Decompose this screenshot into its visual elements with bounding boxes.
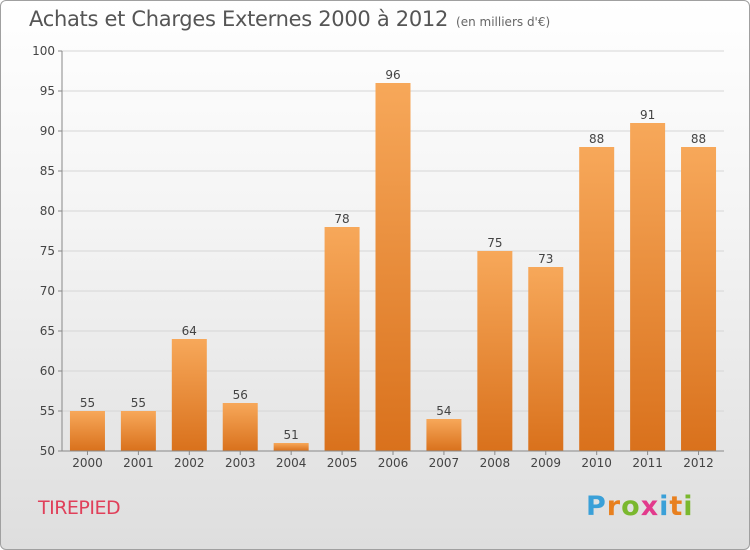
x-tick-label-2008: 2008 bbox=[480, 456, 511, 470]
logo-letter: x bbox=[640, 491, 660, 522]
x-tick-label-2004: 2004 bbox=[276, 456, 307, 470]
axes: 50 55 60 65 70 75 80 85 90 95 100 2000 2001 2002 2003 2… bbox=[32, 44, 724, 470]
y-tick-label-95: 95 bbox=[40, 84, 55, 98]
x-tick-label-2007: 2007 bbox=[429, 456, 460, 470]
y-tick-label-100: 100 bbox=[32, 44, 55, 58]
value-label-2005: 78 bbox=[334, 212, 349, 226]
commune-name: TIREPIED bbox=[38, 497, 121, 519]
bar-2009 bbox=[528, 267, 564, 451]
y-tick-label-65: 65 bbox=[40, 324, 55, 338]
value-label-2001: 55 bbox=[131, 396, 146, 410]
value-label-2003: 56 bbox=[233, 388, 248, 402]
bar-2003 bbox=[222, 403, 258, 451]
y-tick-label-75: 75 bbox=[40, 244, 55, 258]
value-label-2006: 96 bbox=[385, 68, 400, 82]
bar-2004 bbox=[273, 443, 309, 451]
y-tick-label-70: 70 bbox=[40, 284, 55, 298]
y-tick-label-55: 55 bbox=[40, 404, 55, 418]
y-tick-label-60: 60 bbox=[40, 364, 55, 378]
logo-letter: o bbox=[621, 491, 641, 522]
x-tick-label-2000: 2000 bbox=[72, 456, 103, 470]
value-label-2010: 88 bbox=[589, 132, 604, 146]
proxiti-logo[interactable]: Proxiti bbox=[586, 491, 694, 522]
chart-subtitle: (en milliers d'€) bbox=[456, 15, 551, 29]
bar-2006 bbox=[375, 83, 411, 451]
y-tick-label-80: 80 bbox=[40, 204, 55, 218]
x-tick-label-2011: 2011 bbox=[632, 456, 663, 470]
chart-title-text: Achats et Charges Externes 2000 à 2012 bbox=[29, 7, 449, 31]
y-tick-label-85: 85 bbox=[40, 164, 55, 178]
logo-letter: t bbox=[669, 491, 684, 522]
bar-2010 bbox=[579, 147, 615, 451]
logo-letter: i bbox=[659, 491, 670, 522]
value-label-2012: 88 bbox=[691, 132, 706, 146]
x-tick-label-2009: 2009 bbox=[530, 456, 561, 470]
x-tick-label-2010: 2010 bbox=[581, 456, 612, 470]
bar-2001 bbox=[120, 411, 156, 451]
value-label-2011: 91 bbox=[640, 108, 655, 122]
bar-2012 bbox=[681, 147, 717, 451]
value-label-2007: 54 bbox=[436, 404, 451, 418]
logo-letter: r bbox=[606, 491, 622, 522]
x-tick-label-2006: 2006 bbox=[378, 456, 409, 470]
value-label-2004: 51 bbox=[284, 428, 299, 442]
bar-2005 bbox=[324, 227, 360, 451]
value-label-2002: 64 bbox=[182, 324, 197, 338]
chart-title: Achats et Charges Externes 2000 à 2012 (e… bbox=[29, 7, 550, 31]
bar-2000 bbox=[69, 411, 105, 451]
bars: 55 55 64 56 51 78 96 54 75 73 88 91 88 bbox=[69, 68, 717, 451]
x-tick-label-2005: 2005 bbox=[327, 456, 358, 470]
bar-2002 bbox=[171, 339, 207, 451]
logo-letter: i bbox=[683, 491, 694, 522]
logo-letter: P bbox=[586, 491, 607, 522]
value-label-2009: 73 bbox=[538, 252, 553, 266]
bar-2007 bbox=[426, 419, 462, 451]
value-label-2000: 55 bbox=[80, 396, 95, 410]
x-tick-label-2002: 2002 bbox=[174, 456, 205, 470]
x-tick-label-2001: 2001 bbox=[123, 456, 154, 470]
x-tick-label-2012: 2012 bbox=[683, 456, 714, 470]
bar-2011 bbox=[630, 123, 666, 451]
value-label-2008: 75 bbox=[487, 236, 502, 250]
bar-2008 bbox=[477, 251, 513, 451]
y-tick-label-50: 50 bbox=[40, 444, 55, 458]
y-tick-label-90: 90 bbox=[40, 124, 55, 138]
x-tick-label-2003: 2003 bbox=[225, 456, 256, 470]
